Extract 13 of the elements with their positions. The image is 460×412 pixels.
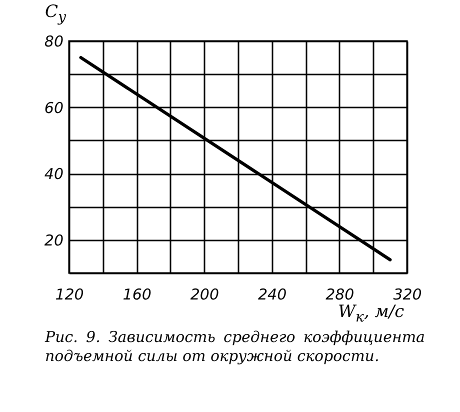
y-tick-label: 60	[44, 98, 64, 117]
y-tick-label: 20	[44, 231, 64, 250]
x-axis-title: W$_{к}$, м/с	[338, 302, 404, 326]
x-tick-label: 160	[122, 286, 152, 304]
x-tick-label: 200	[190, 286, 220, 304]
x-tick-label: 240	[258, 286, 287, 304]
y-tick-label: 40	[44, 165, 64, 184]
text: Рис. 9. Зависимость среднего коэффициента подъемной силы от окружной скорости.	[45, 328, 425, 366]
x-tick-label: 120	[55, 286, 84, 304]
x-tick-label: 320	[393, 286, 422, 304]
y-tick-label: 80	[44, 32, 64, 50]
y-axis-title: C$_{y}$	[45, 2, 66, 26]
x-tick-label: 280	[326, 286, 354, 304]
